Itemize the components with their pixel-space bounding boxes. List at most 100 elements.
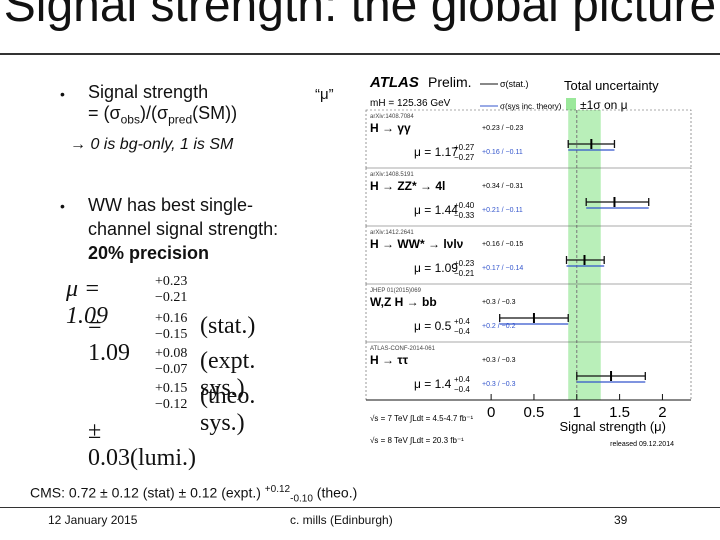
plot-background bbox=[356, 70, 696, 475]
channel-sys-unc: +0.21 / −0.11 bbox=[482, 207, 523, 214]
eq-label: (expt. sys.) bbox=[200, 348, 256, 401]
formula-sub-pred: pred bbox=[168, 112, 193, 127]
channel-mu-value: μ = 1.09 bbox=[414, 261, 458, 275]
x-axis-tick-label: 1.5 bbox=[609, 404, 630, 421]
atlas-status: Prelim. bbox=[428, 74, 472, 90]
channel-frame bbox=[365, 109, 692, 169]
cms-note-up: +0.12 bbox=[264, 484, 291, 495]
cms-note-text: CMS: 0.72 ± 0.12 (stat) ± 0.12 (expt.) bbox=[30, 484, 265, 501]
channel-stat-unc: +0.23 / −0.23 bbox=[482, 125, 523, 132]
bullet-line-bold: 20% precision bbox=[88, 243, 210, 263]
eq-down: −0.12 bbox=[155, 397, 188, 412]
bullet-formula: = (σobs)/(σpred(SM)) bbox=[88, 103, 237, 127]
formula-part: = (σ bbox=[88, 103, 121, 123]
channel-name: H → γγ bbox=[370, 121, 411, 135]
footer-page-number: 39 bbox=[614, 513, 628, 527]
slide-title: Signal strength: the global picture bbox=[3, 0, 717, 32]
eq-down: −0.21 bbox=[155, 290, 188, 305]
legend-sys-label: σ(sys inc. theory) bbox=[500, 102, 562, 111]
bullet-line: channel signal strength: bbox=[88, 219, 279, 239]
bullet-dot-1: • bbox=[60, 86, 65, 102]
x-axis-tick-label: 0 bbox=[487, 404, 495, 421]
formula-part: )/(σ bbox=[139, 103, 169, 123]
channel-stat-unc: +0.3 / −0.3 bbox=[482, 299, 516, 306]
bullet-dot-2: • bbox=[60, 198, 65, 214]
eq-down: −0.07 bbox=[155, 362, 188, 377]
channel-mu-down: −0.27 bbox=[454, 153, 475, 162]
eq-up: +0.16 bbox=[155, 311, 188, 326]
bullet-arrow-note: → 0 is bg-only, 1 is SM bbox=[70, 136, 234, 153]
cms-note-down: -0.10 bbox=[290, 493, 313, 505]
cms-note: CMS: 0.72 ± 0.12 (stat) ± 0.12 (expt.) +… bbox=[30, 484, 357, 504]
legend-total: Total uncertainty bbox=[564, 78, 659, 93]
channel-name: H → ZZ* → 4l bbox=[370, 179, 445, 193]
channel-mu-up: +0.4 bbox=[454, 317, 470, 326]
channel-name: H → ττ bbox=[370, 353, 409, 367]
legend-band-swatch bbox=[566, 98, 576, 110]
channel-frame bbox=[365, 283, 692, 343]
channel-sys-unc: +0.16 / −0.11 bbox=[482, 149, 523, 156]
footer-date: 12 January 2015 bbox=[48, 513, 138, 527]
lumi-7tev: √s = 7 TeV ∫Ldt = 4.5-4.7 fb⁻¹ bbox=[370, 414, 473, 423]
channel-reference: arXiv:1408.5191 bbox=[370, 172, 414, 178]
channel-mu-up: +0.23 bbox=[454, 259, 475, 268]
mu-quote: “μ” bbox=[315, 86, 334, 103]
channel-mu-down: −0.33 bbox=[454, 211, 475, 220]
bullet-ww: WW has best single- channel signal stren… bbox=[88, 193, 278, 265]
x-axis-tick-label: 2 bbox=[658, 404, 666, 421]
channel-mu-value: μ = 1.4 bbox=[414, 377, 452, 391]
channel-mu-value: μ = 1.44 bbox=[414, 203, 458, 217]
channel-mu-up: +0.4 bbox=[454, 375, 470, 384]
eq-up: +0.08 bbox=[155, 346, 188, 361]
channel-stat-unc: +0.3 / −0.3 bbox=[482, 357, 516, 364]
bullet-line: WW has best single- bbox=[88, 195, 254, 215]
channel-frame bbox=[365, 225, 692, 285]
channel-reference: ATLAS-CONF-2014-061 bbox=[370, 346, 436, 352]
footer-author: c. mills (Edinburgh) bbox=[290, 513, 393, 527]
formula-part: (SM)) bbox=[192, 103, 238, 123]
eq-label: (theo. sys.) bbox=[200, 383, 256, 436]
channel-mu-value: μ = 0.5 bbox=[414, 319, 452, 333]
channel-stat-unc: +0.16 / −0.15 bbox=[482, 241, 523, 248]
atlas-signal-strength-plot: ATLAS Prelim. mH = 125.36 GeV σ(stat.) σ(sys… bbox=[356, 70, 696, 475]
legend-band-label: ±1σ on μ bbox=[580, 98, 628, 112]
title-rule bbox=[0, 53, 720, 55]
channel-name: W,Z H → bb bbox=[370, 295, 437, 309]
eq-lumi: ± 0.03(lumi.) bbox=[88, 418, 196, 471]
channel-reference: arXiv:1408.7084 bbox=[370, 114, 414, 120]
channel-mu-down: −0.4 bbox=[454, 385, 470, 394]
bullet-signal-strength: Signal strength = (σobs)/(σpred(SM)) bbox=[88, 82, 237, 127]
channel-reference: JHEP 01(2015)069 bbox=[370, 288, 422, 294]
bullet-line: Signal strength bbox=[88, 82, 209, 102]
formula-sub-obs: obs bbox=[120, 112, 140, 127]
eq-label: (stat.) bbox=[200, 313, 256, 339]
higgs-mass: mH = 125.36 GeV bbox=[370, 98, 451, 109]
atlas-logo: ATLAS bbox=[369, 74, 419, 91]
eq-lhs: μ = 1.09 bbox=[66, 276, 108, 329]
eq-lhs: = 1.09 bbox=[88, 313, 130, 366]
channel-mu-value: μ = 1.17 bbox=[414, 145, 458, 159]
footer-rule bbox=[0, 507, 720, 508]
channel-mu-up: +0.40 bbox=[454, 201, 475, 210]
cms-note-text: (theo.) bbox=[312, 484, 358, 501]
release-date: released 09.12.2014 bbox=[610, 441, 674, 448]
eq-up: +0.15 bbox=[155, 381, 188, 396]
eq-down: −0.15 bbox=[155, 327, 188, 342]
x-axis-tick-label: 0.5 bbox=[524, 404, 545, 421]
channel-sys-unc: +0.17 / −0.14 bbox=[482, 265, 523, 272]
legend-stat-label: σ(stat.) bbox=[500, 79, 529, 89]
channel-stat-unc: +0.34 / −0.31 bbox=[482, 183, 523, 190]
channel-name: H → WW* → lνlν bbox=[370, 237, 464, 251]
x-axis-tick-label: 1 bbox=[573, 404, 581, 421]
eq-up: +0.23 bbox=[155, 274, 188, 289]
x-axis-title: Signal strength (μ) bbox=[560, 419, 666, 434]
plot-layer: ATLAS Prelim. mH = 125.36 GeV σ(stat.) σ(sys… bbox=[365, 74, 692, 448]
channel-mu-down: −0.4 bbox=[454, 327, 470, 336]
channel-mu-down: −0.21 bbox=[454, 269, 475, 278]
channel-sys-unc: +0.3 / −0.3 bbox=[482, 381, 516, 388]
channel-reference: arXiv:1412.2641 bbox=[370, 230, 414, 236]
channel-mu-up: +0.27 bbox=[454, 143, 475, 152]
lumi-8tev: √s = 8 TeV ∫Ldt = 20.3 fb⁻¹ bbox=[370, 436, 464, 445]
channel-sys-unc: +0.2 / −0.2 bbox=[482, 323, 516, 330]
channel-frame bbox=[365, 167, 692, 227]
